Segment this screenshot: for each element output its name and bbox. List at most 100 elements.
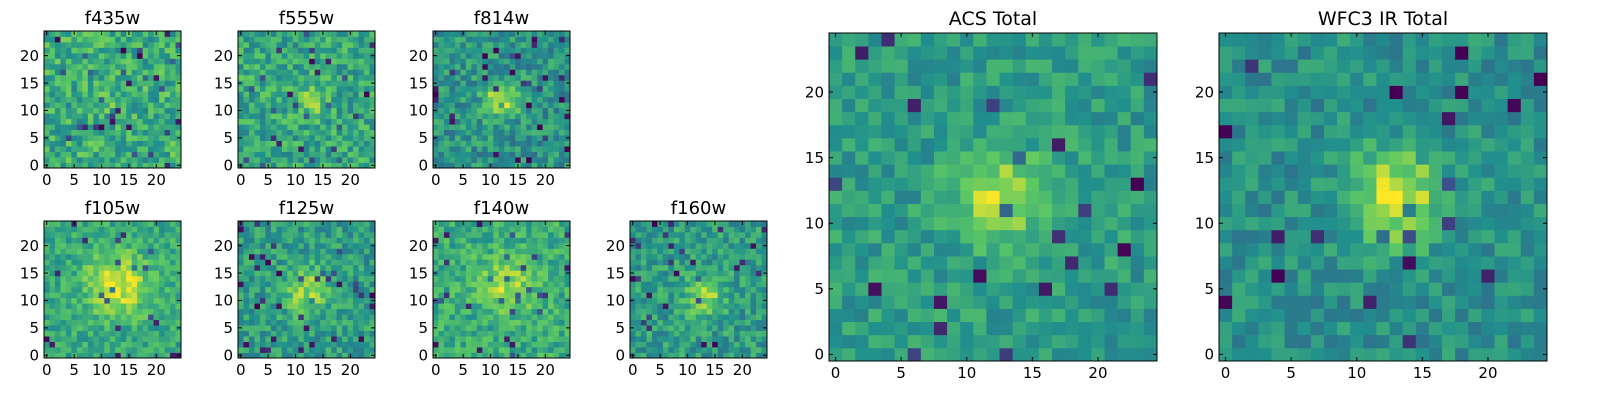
heatmap-cell (739, 275, 746, 282)
heatmap-cell (460, 41, 467, 48)
heatmap-cell (526, 69, 533, 76)
heatmap-cell (65, 242, 72, 249)
heatmap-cell (336, 162, 343, 169)
axes-frame-f140w (432, 220, 571, 359)
heatmap-cell (542, 297, 549, 304)
heatmap-cell (254, 330, 261, 337)
heatmap-cell (276, 146, 283, 152)
heatmap-cell (471, 264, 478, 271)
heatmap-cell (44, 231, 50, 238)
heatmap-cell (662, 352, 669, 359)
heatmap-cell (712, 297, 719, 304)
heatmap-cell (498, 36, 505, 43)
heatmap-cell (673, 292, 680, 299)
heatmap-cell (292, 102, 299, 109)
heatmap-cell (65, 74, 72, 81)
heatmap-cell (270, 259, 277, 266)
heatmap-cell (520, 297, 527, 304)
heatmap-cell (553, 308, 560, 315)
heatmap-cell (342, 135, 348, 141)
heatmap-cell (712, 286, 719, 293)
heatmap-cell (695, 281, 702, 288)
heatmap-cell (314, 275, 321, 282)
heatmap-cell (640, 259, 647, 266)
heatmap-cell (894, 269, 909, 283)
heatmap-cell (471, 330, 478, 337)
heatmap-cell (509, 113, 516, 120)
heatmap-cell (369, 63, 376, 70)
heatmap-cell (164, 140, 171, 147)
heatmap-cell (756, 270, 762, 277)
heatmap-cell (60, 242, 67, 249)
heatmap-cell (292, 135, 299, 141)
heatmap-cell (137, 31, 144, 37)
heatmap-cell (115, 85, 122, 92)
heatmap-cell (712, 237, 719, 244)
heatmap-cell (131, 140, 138, 147)
heatmap-cell (668, 325, 675, 331)
heatmap-cell (238, 336, 244, 342)
heatmap-cell (443, 253, 450, 260)
heatmap-cell (855, 203, 869, 218)
heatmap-cell (657, 275, 664, 282)
heatmap-cell (276, 286, 283, 293)
heatmap-cell (281, 96, 288, 103)
heatmap-cell (745, 319, 751, 326)
heatmap-cell (855, 347, 869, 362)
heatmap-cell (460, 248, 467, 255)
heatmap-cell (449, 41, 456, 48)
heatmap-cell (259, 129, 266, 136)
heatmap-cell (243, 151, 250, 158)
heatmap-cell (248, 69, 255, 76)
heatmap-cell (120, 96, 127, 103)
heatmap-cell (131, 107, 138, 114)
heatmap-cell (1143, 164, 1158, 178)
heatmap-cell (336, 102, 343, 109)
heatmap-cell (745, 341, 751, 348)
heatmap-cell (548, 253, 554, 260)
heatmap-cell (71, 303, 78, 310)
heatmap-cell (498, 102, 505, 109)
heatmap-cell (531, 69, 538, 76)
heatmap-cell (476, 286, 483, 293)
heatmap-cell (509, 226, 516, 233)
heatmap-cell (438, 41, 445, 48)
heatmap-cell (526, 248, 533, 255)
heatmap-cell (454, 151, 461, 158)
heatmap-cell (559, 330, 565, 337)
heatmap-cell (238, 129, 244, 136)
heatmap-cell (542, 151, 549, 158)
heatmap-cell (476, 325, 483, 331)
heatmap-cell (1143, 242, 1158, 257)
heatmap-cell (515, 157, 522, 163)
heatmap-cell (270, 63, 277, 70)
heatmap-cell (347, 47, 354, 54)
heatmap-cell (701, 259, 708, 266)
heatmap-cell (254, 281, 261, 288)
heatmap-cell (142, 58, 149, 65)
heatmap-cell (369, 41, 376, 48)
heatmap-cell (44, 36, 50, 43)
heatmap-cell (54, 146, 61, 152)
heatmap-cell (281, 281, 288, 288)
heatmap-cell (287, 63, 294, 70)
y-tick-label: 0 (615, 347, 625, 365)
heatmap-cell (465, 325, 472, 331)
heatmap-cell (93, 325, 100, 331)
heatmap-cell (353, 140, 359, 147)
heatmap-cell (347, 341, 354, 348)
heatmap-cell (526, 275, 533, 282)
heatmap-cell (93, 270, 100, 277)
heatmap-cell (320, 275, 327, 282)
heatmap-cell (493, 129, 500, 136)
heatmap-cell (449, 352, 456, 359)
heatmap-cell (364, 336, 370, 342)
heatmap-cell (54, 303, 61, 310)
heatmap-cell (509, 80, 516, 87)
heatmap-cell (243, 264, 250, 271)
heatmap-cell (342, 69, 348, 76)
heatmap-cell (336, 129, 343, 136)
heatmap-cell (98, 113, 105, 120)
heatmap-cell (265, 52, 272, 59)
heatmap-cell (265, 336, 272, 342)
